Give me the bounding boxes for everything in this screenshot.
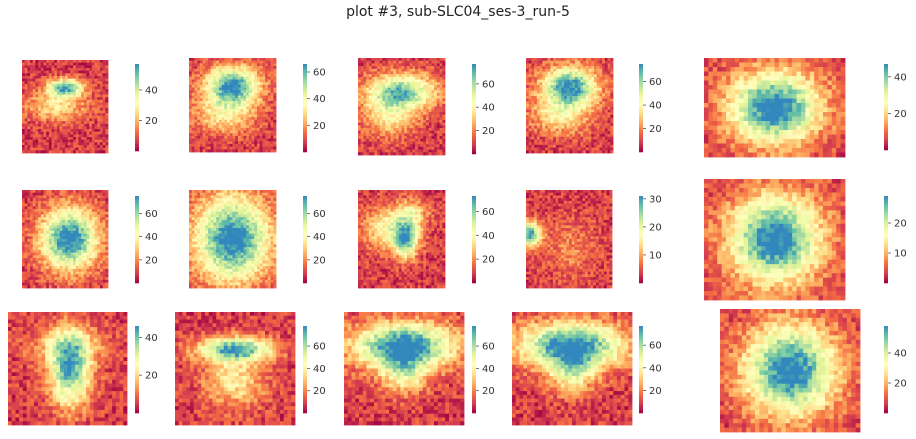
heatmap-panel-2-4: 10 20 30 xyxy=(526,190,662,289)
colorbar: 20 40 60 xyxy=(303,64,326,153)
figure-title: plot #3, sub-SLC04_ses-3_run-5 xyxy=(346,4,570,20)
colorbar-tick-label: 60 xyxy=(649,77,662,88)
colorbar-tick-label: 20 xyxy=(313,255,326,266)
colorbar-tick-label: 20 xyxy=(894,219,907,230)
colorbar-tick-label: 40 xyxy=(145,333,158,344)
colorbar-tick-label: 20 xyxy=(145,371,158,382)
colorbar-tick-label: 60 xyxy=(482,207,495,218)
colorbar-tick-label: 60 xyxy=(482,79,495,90)
colorbar-tick-label: 40 xyxy=(894,72,907,83)
colorbar: 20 40 60 xyxy=(303,196,326,284)
heatmap-panel-3-2: 20 40 60 xyxy=(175,312,326,426)
heatmap-panel-2-3: 20 40 60 xyxy=(358,190,495,289)
colorbar: 20 40 60 xyxy=(472,196,495,284)
colorbar: 20 40 60 xyxy=(472,64,495,155)
colorbar-tick-label: 40 xyxy=(313,364,326,375)
colorbar: 20 40 60 xyxy=(135,196,158,284)
colorbar-tick-label: 20 xyxy=(482,386,495,397)
colorbar-tick-label: 60 xyxy=(313,209,326,220)
colorbar: 20 40 60 xyxy=(639,64,662,153)
colorbar-tick-label: 60 xyxy=(313,68,326,79)
colorbar-tick-label: 30 xyxy=(649,194,662,205)
colorbar-tick-label: 40 xyxy=(145,85,158,96)
colorbar-tick-label: 40 xyxy=(313,232,326,243)
colorbar-tick-label: 40 xyxy=(482,364,495,375)
colorbar-tick-label: 60 xyxy=(313,342,326,353)
colorbar: 10 20 30 xyxy=(639,194,662,284)
colorbar-tick-label: 60 xyxy=(649,341,662,352)
colorbar-tick-label: 20 xyxy=(649,124,662,135)
colorbar-tick-label: 20 xyxy=(649,386,662,397)
heatmap-panel-2-2: 20 40 60 xyxy=(189,190,326,289)
colorbar-tick-label: 20 xyxy=(482,126,495,137)
colorbar-tick-label: 20 xyxy=(894,109,907,120)
colorbar-tick-label: 20 xyxy=(649,222,662,233)
heatmap-panel-1-4: 20 40 60 xyxy=(526,58,662,154)
colorbar-tick-label: 60 xyxy=(145,209,158,220)
heatmap-panel-1-3: 20 40 60 xyxy=(358,58,495,156)
colorbar-tick-label: 40 xyxy=(482,231,495,242)
colorbar-tick-label: 20 xyxy=(894,379,907,390)
colorbar-tick-label: 20 xyxy=(145,116,158,127)
heatmap-panel-3-4: 20 40 60 xyxy=(512,312,662,426)
colorbar-tick-label: 40 xyxy=(649,101,662,112)
heatmap-panel-1-2: 20 40 60 xyxy=(189,58,326,153)
colorbar-tick-label: 20 xyxy=(313,121,326,132)
colorbar-tick-label: 40 xyxy=(482,103,495,114)
colorbar-tick-label: 10 xyxy=(649,250,662,261)
colorbar-tick-label: 20 xyxy=(313,386,326,397)
colorbar: 20 40 60 xyxy=(303,326,326,414)
colorbar-tick-label: 20 xyxy=(482,255,495,266)
colorbar-tick-label: 40 xyxy=(313,94,326,105)
heatmap-panel-2-5: 10 20 xyxy=(704,179,907,301)
heatmap-panel-3-3: 20 40 60 xyxy=(344,312,495,426)
colorbar: 20 40 60 xyxy=(639,326,662,414)
colorbar-tick-label: 40 xyxy=(649,363,662,374)
colorbar-tick-label: 10 xyxy=(894,249,907,260)
colorbar-tick-label: 40 xyxy=(894,349,907,360)
heatmap-panel-2-1: 20 40 60 xyxy=(22,190,158,289)
colorbar: 10 20 xyxy=(884,196,907,284)
colorbar-tick-label: 20 xyxy=(145,255,158,266)
colorbar-tick-label: 40 xyxy=(145,232,158,243)
colorbar-tick-label: 60 xyxy=(482,342,495,353)
colorbar: 20 40 60 xyxy=(472,326,495,414)
